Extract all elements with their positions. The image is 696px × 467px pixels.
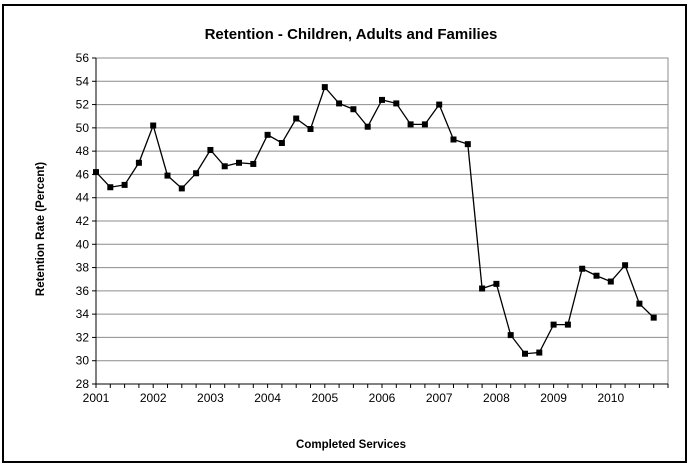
data-point xyxy=(493,280,500,287)
data-point xyxy=(579,265,586,272)
y-axis-label: Retention Rate (Percent) xyxy=(35,162,47,296)
y-tick-label: 54 xyxy=(76,74,90,88)
data-point xyxy=(121,181,128,188)
data-point xyxy=(150,122,157,129)
x-tick-label: 2006 xyxy=(369,391,396,405)
data-point xyxy=(321,84,328,91)
x-tick-label: 2003 xyxy=(197,391,224,405)
y-tick-label: 50 xyxy=(76,121,90,135)
data-point xyxy=(507,332,514,339)
chart-frame: Retention - Children, Adults and Familie… xyxy=(2,4,687,463)
data-point xyxy=(593,272,600,279)
y-tick-label: 30 xyxy=(76,354,90,368)
data-point xyxy=(293,115,300,122)
x-tick-label: 2002 xyxy=(140,391,167,405)
data-point xyxy=(650,314,657,321)
data-point xyxy=(450,136,457,143)
data-point xyxy=(307,126,314,133)
data-point xyxy=(436,101,443,108)
x-axis-label: Completed Services xyxy=(296,439,406,451)
data-point xyxy=(264,131,271,138)
series-polyline xyxy=(95,85,655,355)
data-point xyxy=(464,141,471,148)
y-tick-label: 32 xyxy=(76,330,90,344)
data-point xyxy=(193,170,200,177)
y-tick-label: 48 xyxy=(76,144,90,158)
data-point xyxy=(164,172,171,179)
y-tick-label: 42 xyxy=(76,214,90,228)
data-point xyxy=(107,184,114,191)
series-line xyxy=(95,85,655,355)
data-point xyxy=(250,160,257,167)
x-tick-label: 2001 xyxy=(83,391,110,405)
data-point xyxy=(564,321,571,328)
data-point xyxy=(379,96,385,103)
data-point xyxy=(522,350,528,357)
y-tick-label: 38 xyxy=(76,261,90,275)
x-tick-label: 2004 xyxy=(254,391,281,405)
data-point xyxy=(350,106,357,113)
data-point xyxy=(550,321,557,328)
data-point xyxy=(607,278,614,285)
y-tick-label: 44 xyxy=(76,191,90,205)
line-chart: Retention - Children, Adults and Familie… xyxy=(35,26,669,451)
x-axis: 2001 2002 2003 2004 2005 2006 2007 2008 2009 2010 xyxy=(83,384,669,405)
x-tick-label: 2008 xyxy=(483,391,510,405)
y-tick-label: 52 xyxy=(76,98,90,112)
data-point xyxy=(278,139,285,146)
data-point xyxy=(636,300,643,307)
data-point xyxy=(207,146,214,153)
data-point xyxy=(479,285,486,292)
data-point xyxy=(407,121,414,128)
gridlines xyxy=(96,57,668,362)
y-tick-label: 46 xyxy=(76,167,90,181)
data-point xyxy=(421,121,428,128)
chart-title: Retention - Children, Adults and Familie… xyxy=(205,26,498,43)
data-point xyxy=(93,169,99,176)
data-point xyxy=(236,159,242,166)
y-tick-label: 34 xyxy=(76,307,90,321)
x-tick-label: 2007 xyxy=(426,391,453,405)
data-point xyxy=(221,163,228,170)
data-point xyxy=(622,262,629,269)
y-axis: 28 30 32 34 36 38 40 42 44 46 48 50 52 54 56 xyxy=(76,51,96,391)
data-point xyxy=(393,100,400,107)
series-markers xyxy=(93,84,657,357)
x-tick-label: 2009 xyxy=(540,391,567,405)
x-tick-label: 2010 xyxy=(597,391,624,405)
y-tick-label: 40 xyxy=(76,237,90,251)
x-tick-label: 2005 xyxy=(311,391,338,405)
data-point xyxy=(536,349,543,356)
data-point xyxy=(135,159,142,166)
y-tick-label: 36 xyxy=(76,284,90,298)
data-point xyxy=(336,100,343,107)
y-tick-label: 28 xyxy=(76,377,90,391)
data-point xyxy=(178,185,185,192)
data-point xyxy=(364,123,371,130)
y-tick-label: 56 xyxy=(76,51,90,65)
